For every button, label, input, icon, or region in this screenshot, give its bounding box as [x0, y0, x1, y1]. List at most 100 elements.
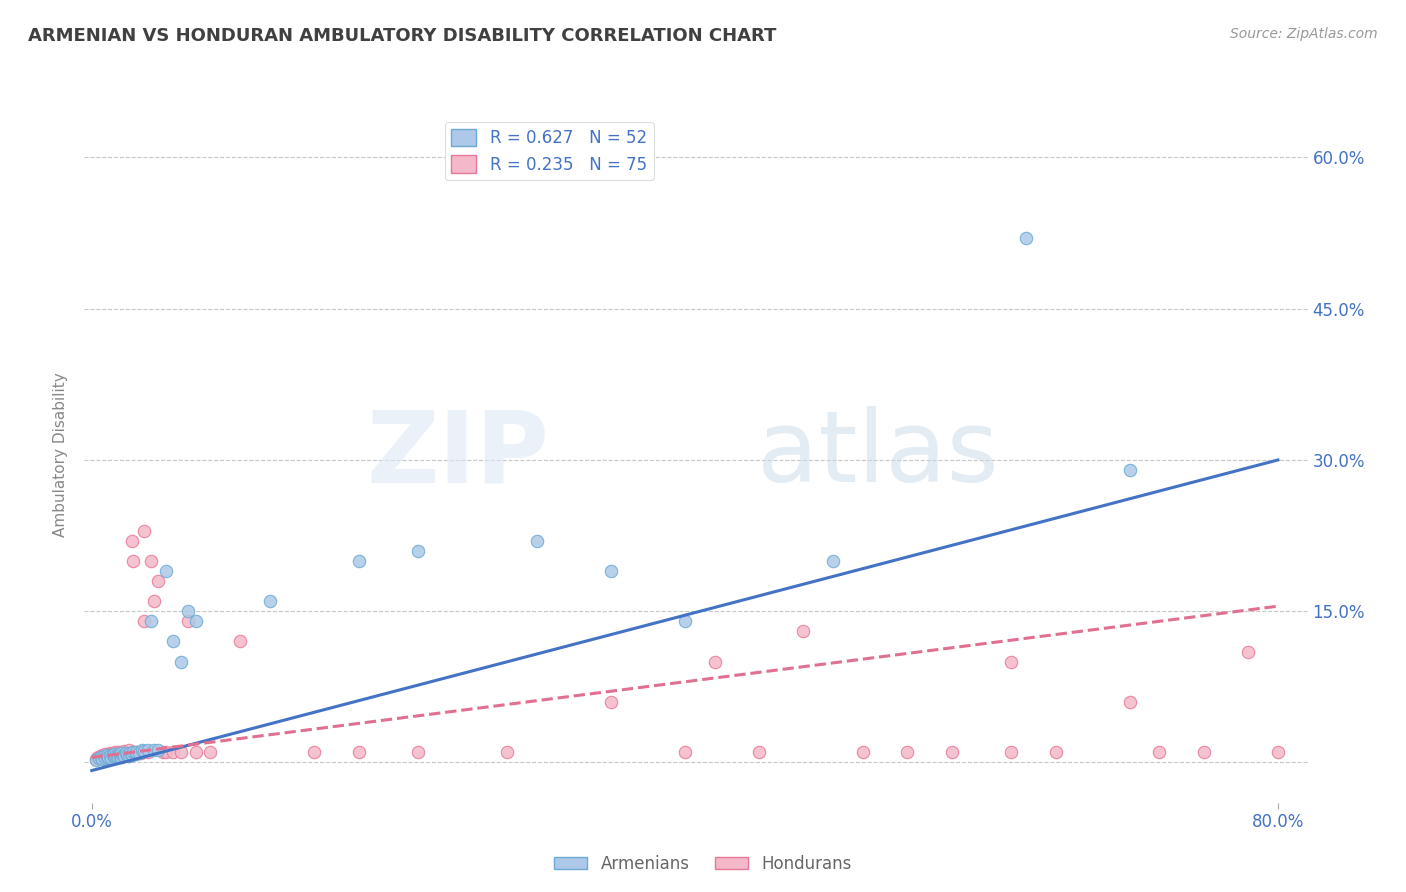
Point [128, 745, 150, 759]
Point [1045, 745, 1067, 759]
Point [1000, 655, 1022, 669]
Point [117, 748, 139, 763]
Point [941, 745, 963, 759]
Point [84, 754, 107, 768]
Point [108, 748, 131, 763]
Point [526, 533, 548, 548]
Point [118, 749, 141, 764]
Point [98, 749, 121, 764]
Point [107, 749, 129, 764]
Point [143, 743, 166, 757]
Point [110, 750, 132, 764]
Point [1118, 463, 1140, 477]
Point [94, 751, 117, 765]
Point [89, 751, 111, 765]
Legend: R = 0.627   N = 52, R = 0.235   N = 75: R = 0.627 N = 52, R = 0.235 N = 75 [444, 122, 654, 180]
Point [184, 745, 207, 759]
Point [152, 745, 174, 759]
Point [852, 745, 875, 759]
Text: ARMENIAN VS HONDURAN AMBULATORY DISABILITY CORRELATION CHART: ARMENIAN VS HONDURAN AMBULATORY DISABILI… [28, 27, 776, 45]
Point [1149, 745, 1171, 759]
Point [177, 615, 200, 629]
Point [170, 745, 193, 759]
Text: Source: ZipAtlas.com: Source: ZipAtlas.com [1230, 27, 1378, 41]
Point [1118, 695, 1140, 709]
Point [86, 750, 108, 764]
Point [84, 752, 107, 766]
Point [148, 743, 170, 757]
Point [91, 751, 114, 765]
Point [129, 747, 152, 761]
Point [101, 748, 124, 763]
Point [406, 543, 429, 558]
Point [94, 747, 117, 762]
Point [107, 745, 129, 759]
Point [170, 655, 193, 669]
Point [703, 655, 725, 669]
Point [1267, 745, 1289, 759]
Point [104, 749, 127, 764]
Point [103, 747, 125, 761]
Point [148, 574, 170, 588]
Point [110, 747, 132, 761]
Point [101, 748, 124, 763]
Point [100, 747, 122, 762]
Point [259, 594, 281, 608]
Point [143, 594, 166, 608]
Point [108, 748, 131, 763]
Point [748, 745, 770, 759]
Point [302, 745, 325, 759]
Point [1015, 231, 1038, 245]
Point [91, 748, 114, 763]
Point [347, 554, 370, 568]
Point [162, 745, 184, 759]
Point [96, 748, 118, 763]
Point [94, 751, 117, 765]
Point [184, 615, 207, 629]
Point [673, 615, 696, 629]
Point [91, 752, 114, 766]
Point [98, 747, 121, 761]
Y-axis label: Ambulatory Disability: Ambulatory Disability [53, 373, 69, 537]
Point [599, 564, 621, 578]
Point [496, 745, 519, 759]
Point [118, 749, 141, 764]
Point [112, 749, 135, 764]
Point [131, 743, 153, 757]
Point [128, 747, 150, 761]
Point [112, 749, 135, 764]
Text: ZIP: ZIP [367, 407, 550, 503]
Point [96, 748, 118, 763]
Point [96, 750, 118, 764]
Point [103, 750, 125, 764]
Point [125, 745, 148, 759]
Point [112, 744, 135, 758]
Point [89, 751, 111, 765]
Point [136, 745, 159, 759]
Point [1237, 644, 1260, 658]
Point [115, 747, 138, 761]
Point [100, 751, 122, 765]
Point [121, 748, 143, 763]
Point [93, 749, 115, 764]
Point [122, 554, 145, 568]
Text: atlas: atlas [758, 407, 998, 503]
Point [139, 554, 162, 568]
Point [177, 604, 200, 618]
Point [673, 745, 696, 759]
Point [111, 748, 134, 763]
Point [823, 554, 845, 568]
Point [122, 745, 145, 759]
Point [107, 747, 129, 762]
Point [96, 750, 118, 764]
Point [120, 747, 142, 761]
Point [115, 747, 138, 762]
Point [1192, 745, 1215, 759]
Point [132, 744, 155, 758]
Point [792, 624, 814, 639]
Point [107, 749, 129, 764]
Point [200, 745, 222, 759]
Point [155, 564, 177, 578]
Point [105, 750, 128, 764]
Point [406, 745, 429, 759]
